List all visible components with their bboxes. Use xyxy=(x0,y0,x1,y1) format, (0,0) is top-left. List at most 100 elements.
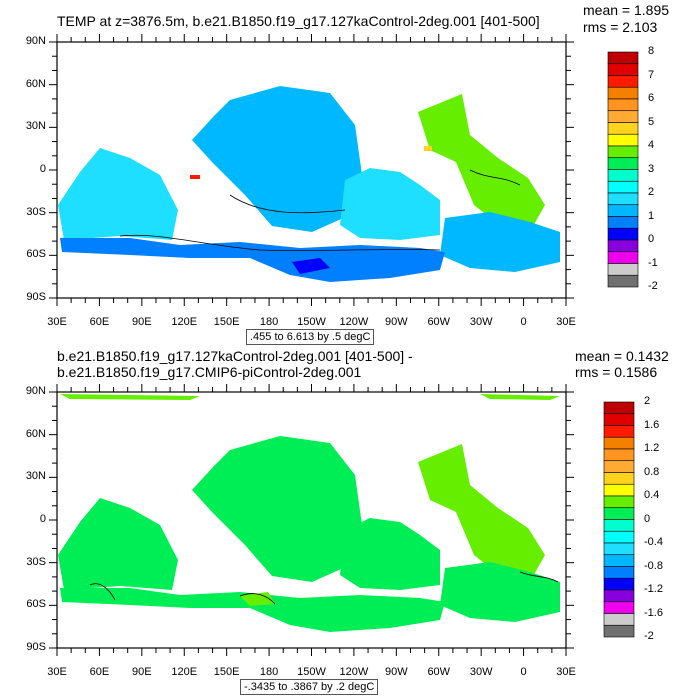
atlantic-north-region xyxy=(418,94,545,228)
colorbar-label: 1.2 xyxy=(644,442,660,454)
colorbar-box xyxy=(607,180,639,194)
top-rms: rms = 2.103 xyxy=(583,19,658,35)
colorbar-label: -2 xyxy=(644,630,654,642)
lon-label: 150E xyxy=(213,316,240,328)
colorbar-box xyxy=(607,169,639,182)
lon-label: 30E xyxy=(47,316,67,328)
pacific-region xyxy=(192,436,362,582)
lat-label: 90S xyxy=(26,641,46,653)
east-pacific-region xyxy=(340,518,440,590)
colorbar-box xyxy=(607,98,639,112)
lat-label: 60N xyxy=(25,77,46,90)
lon-label: 180 xyxy=(259,666,279,678)
colorbar-box xyxy=(603,483,635,497)
contour-line xyxy=(519,571,559,583)
east-pacific-region xyxy=(340,168,440,240)
lon-label: 60W xyxy=(427,666,451,678)
south-atlantic-region xyxy=(440,562,560,622)
colorbar-label: -1 xyxy=(648,256,658,269)
lat-label: 60N xyxy=(25,427,46,440)
indian-region xyxy=(58,148,178,240)
indian-region xyxy=(58,498,178,590)
colorbar-box xyxy=(603,519,635,532)
lon-label: 90W xyxy=(385,316,408,328)
colorbar-box xyxy=(607,86,639,100)
lat-label: 30N xyxy=(25,470,46,483)
colorbar-box xyxy=(603,566,635,579)
colorbar-label: 5 xyxy=(648,115,655,128)
contour-line xyxy=(89,583,116,601)
bottom-map-fill xyxy=(58,394,560,632)
colorbar-box xyxy=(603,425,635,438)
colorbar-box xyxy=(603,542,635,556)
lat-label: 60S xyxy=(26,598,46,611)
bottom-rms: rms = 0.1586 xyxy=(575,364,658,380)
colorbar-box xyxy=(603,577,635,591)
contour-line xyxy=(239,593,276,605)
colorbar-box xyxy=(603,413,635,426)
lon-label: 150W xyxy=(297,316,326,328)
lon-label: 150E xyxy=(213,666,240,678)
lat-label: 90N xyxy=(25,35,46,47)
warm-spot xyxy=(424,146,432,151)
lon-label: 0 xyxy=(520,666,527,678)
warm-patch xyxy=(240,592,275,606)
colorbar-box xyxy=(607,274,639,288)
colorbar-box xyxy=(607,51,639,65)
colorbar-label: -2 xyxy=(648,280,658,292)
southern-ocean-region xyxy=(60,238,445,282)
colorbar-label: 4 xyxy=(648,139,655,151)
bottom-mean: mean = 0.1432 xyxy=(575,348,669,364)
pacific-region xyxy=(192,86,362,232)
colorbar-box xyxy=(603,589,635,603)
lon-label: 120W xyxy=(339,666,369,678)
colorbar-box xyxy=(603,495,635,509)
lat-label: 30S xyxy=(26,205,46,218)
lat-label: 0 xyxy=(39,513,46,525)
lat-label: 30N xyxy=(25,120,46,133)
top-mean: mean = 1.895 xyxy=(583,2,670,18)
lon-label: 120E xyxy=(171,666,198,678)
colorbar-box xyxy=(603,601,635,614)
colorbar-box xyxy=(603,624,635,638)
colorbar-label: 0 xyxy=(648,233,655,245)
lon-label: 30E xyxy=(556,666,576,678)
colorbar-box xyxy=(607,63,639,76)
colorbar-box xyxy=(603,530,635,544)
colorbar-label: -0.8 xyxy=(644,559,663,572)
lon-label: 90E xyxy=(132,666,152,678)
lon-label: 90E xyxy=(132,316,152,328)
lat-label: 0 xyxy=(39,163,46,175)
lon-label: 30E xyxy=(47,666,67,678)
colorbar-label: 2 xyxy=(648,186,655,198)
lon-label: 30E xyxy=(556,316,576,328)
lon-label: 120W xyxy=(339,316,369,328)
colorbar-label: -1.6 xyxy=(644,606,663,619)
colorbar-label: 1 xyxy=(648,209,655,222)
colorbar-box xyxy=(607,216,639,229)
colorbar-box xyxy=(607,239,639,253)
lat-label: 30S xyxy=(26,555,46,568)
colorbar-box xyxy=(603,401,635,415)
colorbar-box xyxy=(607,157,639,170)
colorbar-box xyxy=(607,145,639,159)
lat-label: 60S xyxy=(26,248,46,261)
colorbar-box xyxy=(607,110,639,123)
colorbar-box xyxy=(603,472,635,485)
bottom-plot-title: b.e21.B1850.f19_g17.127kaControl-2deg.00… xyxy=(57,348,413,380)
colorbar-box xyxy=(607,251,639,264)
colorbar-box xyxy=(607,204,639,217)
contour-line xyxy=(119,234,441,251)
warm-spot xyxy=(190,175,200,179)
contour-line xyxy=(229,194,346,214)
colorbar-box xyxy=(603,448,635,462)
colorbars xyxy=(603,51,639,638)
colorbar-box xyxy=(603,554,635,567)
top-map-fill xyxy=(57,42,566,298)
arctic-strip xyxy=(480,394,560,400)
colorbar-label: 1.6 xyxy=(644,418,660,431)
bottom-contour-info: -.3435 to .3867 by .2 degC xyxy=(240,679,379,695)
colorbar-label: 7 xyxy=(648,68,655,81)
colorbar-label: 0.4 xyxy=(644,489,660,501)
top-contour-info: .455 to 6.613 by .5 degC xyxy=(246,329,375,345)
